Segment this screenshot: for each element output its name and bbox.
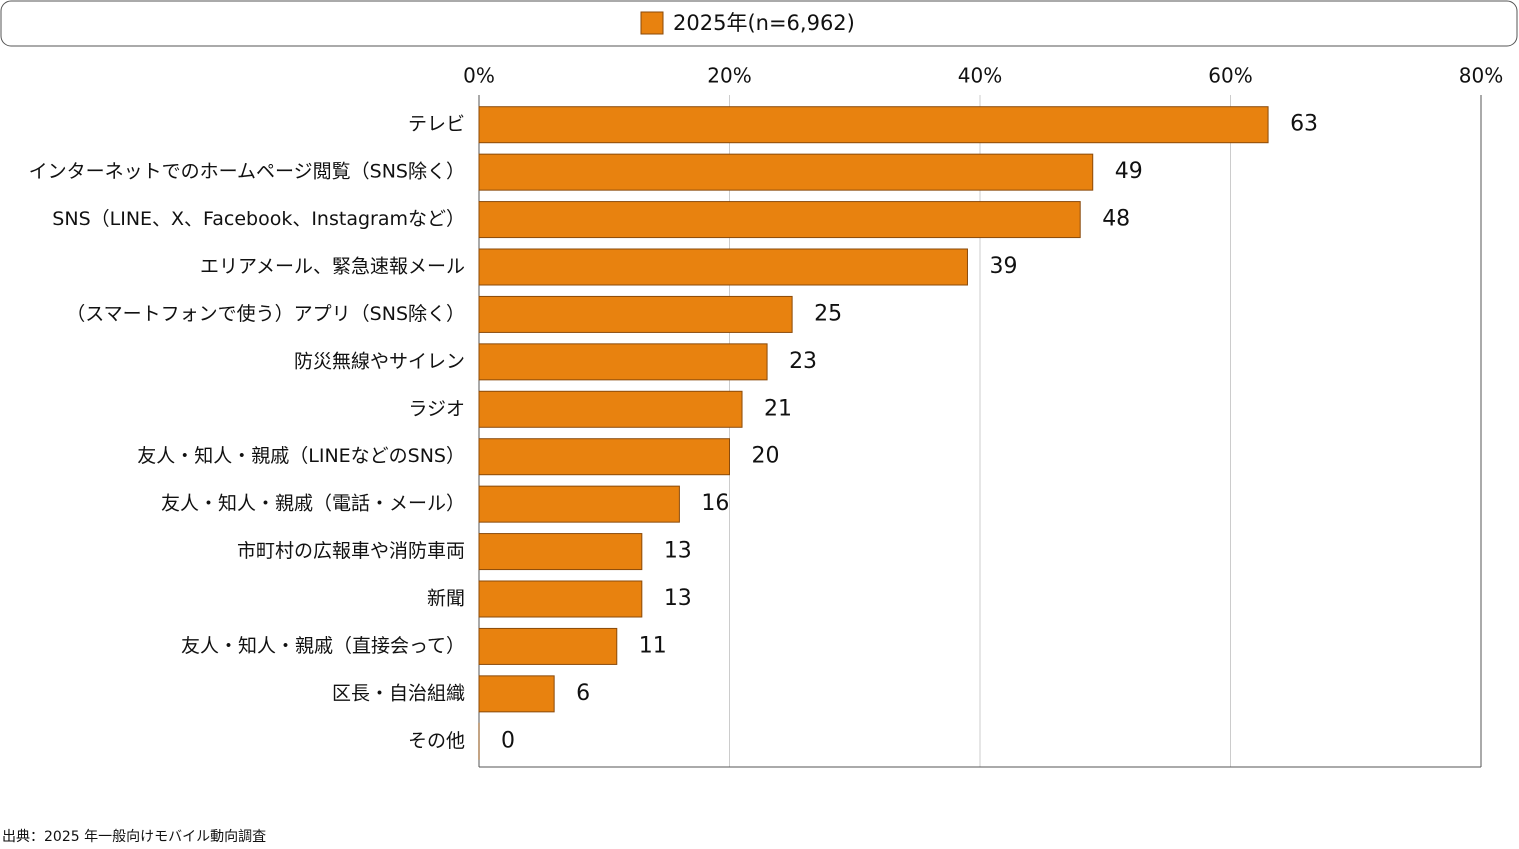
value-label: 21 (764, 396, 792, 421)
source-note: 出典：2025 年一般向けモバイル動向調査 (2, 829, 266, 845)
x-tick-label: 0% (463, 64, 495, 88)
y-tick-label: 友人・知人・親戚（電話・メール） (161, 493, 465, 515)
bar (478, 580, 643, 618)
legend-label: 2025年(n=6,962) (673, 11, 855, 35)
y-tick-label: インターネットでのホームページ閲覧（SNS除く） (29, 161, 465, 183)
legend-box (0, 0, 1518, 47)
bar (478, 106, 1269, 144)
bar (478, 201, 1081, 239)
y-tick-label: その他 (408, 730, 465, 752)
y-tick-label: 防災無線やサイレン (294, 350, 465, 372)
y-tick-label: 友人・知人・親戚（直接会って） (181, 635, 465, 657)
y-tick-label: （スマートフォンで使う）アプリ（SNS除く） (66, 303, 465, 325)
y-tick-label: エリアメール、緊急速報メール (200, 256, 465, 278)
bar (478, 343, 768, 381)
bar (478, 675, 555, 713)
value-label: 11 (639, 633, 667, 658)
value-label: 49 (1115, 159, 1143, 184)
y-tick-label: 新聞 (427, 588, 465, 610)
value-label: 0 (501, 728, 515, 753)
value-label: 48 (1102, 207, 1130, 232)
bar (478, 295, 793, 333)
y-tick-label: SNS（LINE、X、Facebook、Instagramなど） (52, 208, 465, 230)
bar (478, 153, 1094, 191)
bar (478, 248, 968, 286)
bar (478, 533, 643, 571)
value-label: 25 (814, 301, 842, 326)
value-label: 16 (701, 491, 729, 516)
bar (478, 438, 731, 476)
x-tick-label: 20% (707, 64, 751, 88)
x-tick-label: 80% (1459, 64, 1503, 88)
value-label: 39 (989, 254, 1017, 279)
y-tick-label: ラジオ (408, 398, 465, 420)
legend-swatch (640, 11, 664, 35)
bar (478, 627, 618, 665)
x-tick-label: 60% (1208, 64, 1252, 88)
bar (478, 390, 743, 428)
value-label: 23 (789, 349, 817, 374)
value-label: 13 (664, 539, 692, 564)
value-label: 63 (1290, 112, 1318, 137)
y-tick-label: 区長・自治組織 (332, 682, 465, 704)
value-label: 20 (752, 444, 780, 469)
y-tick-label: テレビ (408, 113, 465, 135)
y-tick-label: 友人・知人・親戚（LINEなどのSNS） (137, 445, 465, 467)
x-tick-label: 40% (958, 64, 1002, 88)
bar (478, 485, 680, 523)
value-label: 6 (576, 681, 590, 706)
y-tick-label: 市町村の広報車や消防車両 (237, 540, 465, 562)
value-label: 13 (664, 586, 692, 611)
